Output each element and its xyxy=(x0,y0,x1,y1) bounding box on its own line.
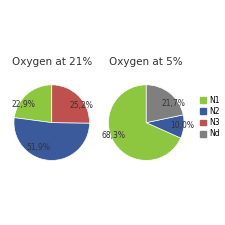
Wedge shape xyxy=(146,85,183,123)
Text: 22,9%: 22,9% xyxy=(12,100,36,109)
Wedge shape xyxy=(14,118,90,160)
Title: Oxygen at 5%: Oxygen at 5% xyxy=(109,57,183,67)
Text: 10,0%: 10,0% xyxy=(171,121,195,130)
Wedge shape xyxy=(14,85,52,123)
Text: 51,9%: 51,9% xyxy=(26,143,50,152)
Text: 68,3%: 68,3% xyxy=(102,131,126,140)
Wedge shape xyxy=(52,85,90,123)
Wedge shape xyxy=(146,115,184,138)
Legend: N1, N2, N3, Nd: N1, N2, N3, Nd xyxy=(198,94,221,140)
Text: 21,7%: 21,7% xyxy=(162,99,186,108)
Text: 25,2%: 25,2% xyxy=(69,101,93,110)
Wedge shape xyxy=(108,85,181,160)
Title: Oxygen at 21%: Oxygen at 21% xyxy=(12,57,92,67)
